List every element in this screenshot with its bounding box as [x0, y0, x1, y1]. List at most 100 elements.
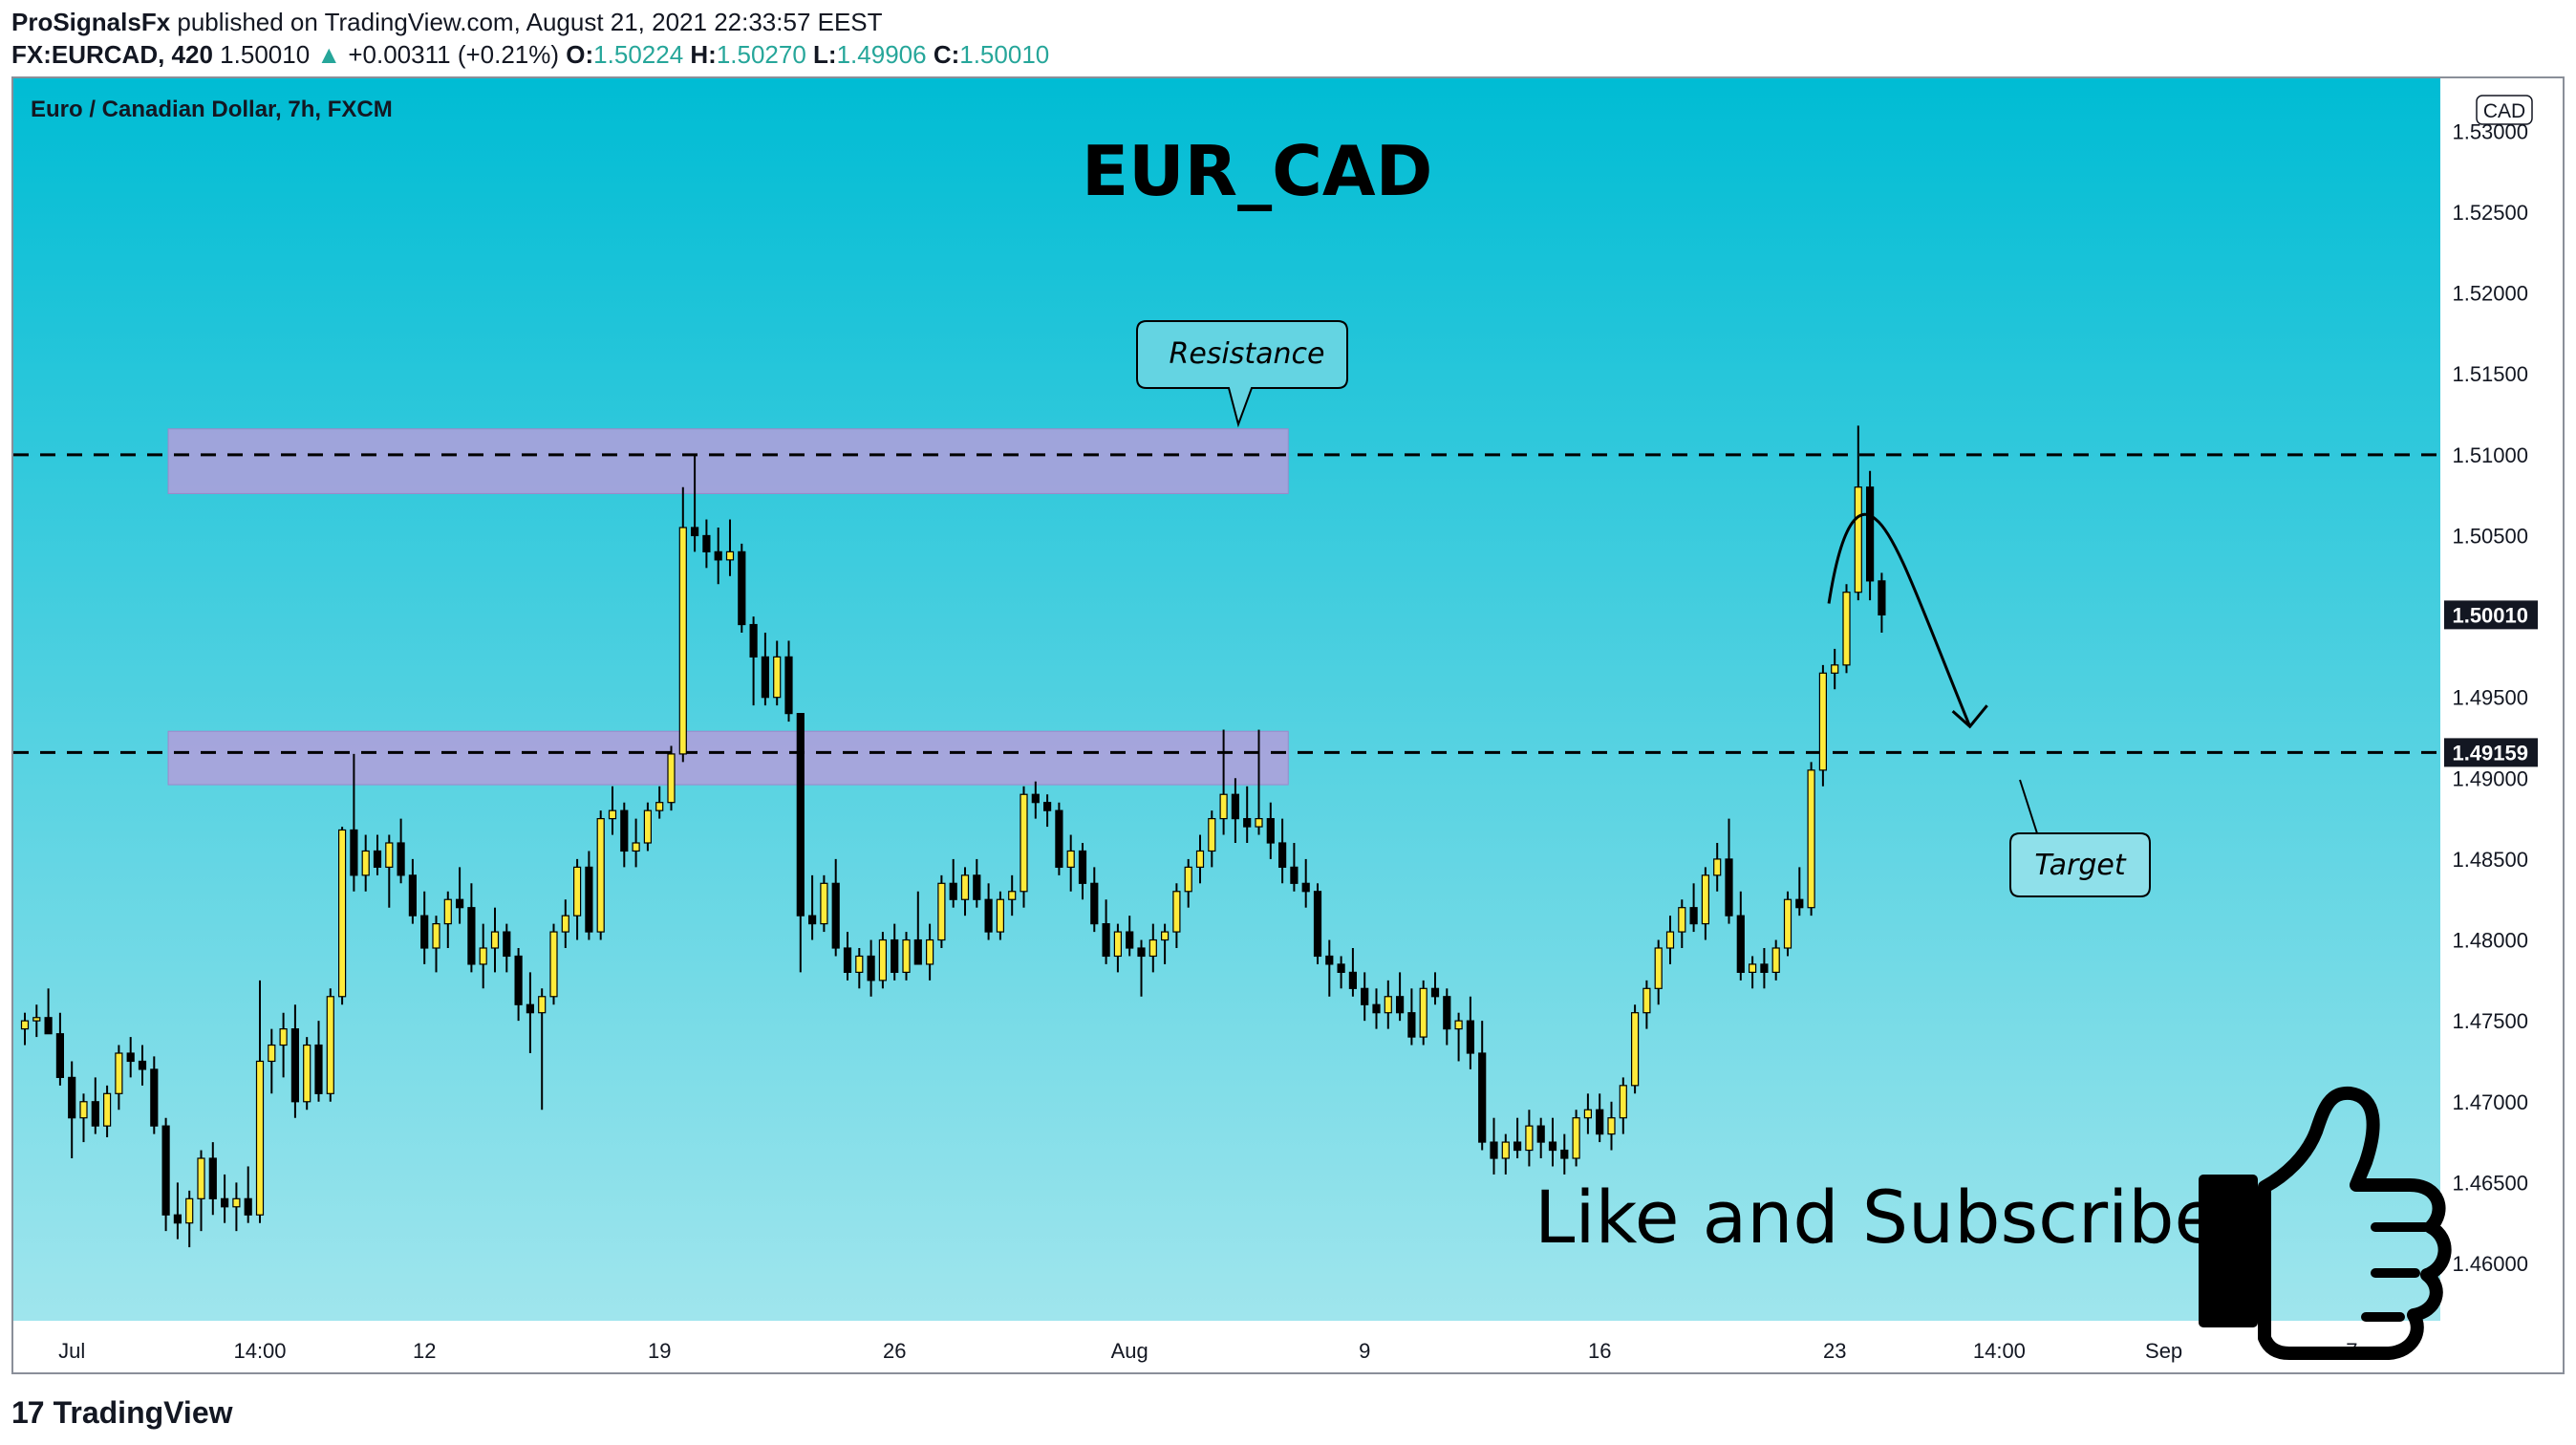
candle: [68, 1061, 76, 1158]
candle: [126, 1037, 135, 1078]
publisher-name[interactable]: ProSignalsFx: [11, 8, 171, 36]
candle: [1208, 810, 1216, 868]
candle: [984, 883, 993, 940]
candle: [255, 980, 265, 1223]
open-label: O:: [566, 40, 594, 69]
candle: [937, 874, 946, 948]
candle: [1102, 899, 1110, 964]
candle: [1865, 470, 1875, 601]
candle: [385, 834, 394, 908]
candle: [1748, 956, 1757, 989]
candle: [1725, 818, 1733, 924]
candle: [608, 786, 617, 835]
candle: [1525, 1110, 1534, 1167]
candle: [244, 1166, 252, 1223]
candle: [208, 1142, 217, 1216]
candle: [773, 640, 782, 706]
candle: [221, 1174, 229, 1223]
candle: [538, 988, 547, 1111]
x-tick-label: 9: [1359, 1339, 1370, 1363]
candle: [1760, 948, 1769, 989]
y-tick-label: 1.47000: [2452, 1090, 2528, 1114]
currency-badge-box[interactable]: [2476, 95, 2533, 125]
arrow-head-icon: [1951, 704, 1988, 729]
price-chart[interactable]: 1.53000 1.52500 1.52000 1.51500 1.51000 1.505…: [13, 78, 2563, 1372]
candle: [643, 802, 653, 852]
thumbs-up-icon: [2199, 1086, 2452, 1360]
candle: [503, 923, 511, 973]
current-price-tag: 1.50010: [2444, 600, 2538, 630]
candle: [1372, 988, 1381, 1029]
y-tick-label: 1.52000: [2452, 282, 2528, 306]
candle: [1478, 1021, 1487, 1151]
candle: [1443, 988, 1451, 1046]
candle: [1736, 891, 1745, 981]
candle: [1020, 786, 1028, 908]
y-tick-label: 1.53000: [2452, 119, 2528, 143]
candle: [1854, 425, 1862, 601]
chart-frame[interactable]: 1.53000 1.52500 1.52000 1.51500 1.51000 1.505…: [11, 76, 2565, 1374]
y-tick-label: 1.48000: [2452, 929, 2528, 953]
candle: [1560, 1133, 1569, 1175]
candle: [1042, 794, 1052, 828]
candle: [690, 454, 699, 552]
candle: [290, 1004, 299, 1118]
candle: [1795, 867, 1804, 917]
candle: [443, 891, 452, 948]
candle: [1008, 874, 1017, 917]
currency-badge[interactable]: CAD: [2483, 100, 2525, 122]
y-tick-label: 1.46500: [2452, 1171, 2528, 1195]
candle: [561, 899, 569, 948]
candle: [1184, 858, 1192, 908]
candle: [1713, 843, 1722, 892]
candle: [1172, 883, 1181, 948]
candle: [831, 858, 840, 957]
candle: [479, 923, 487, 989]
publish-header: ProSignalsFx published on TradingView.co…: [11, 8, 883, 37]
candle: [1536, 1117, 1545, 1158]
candle: [1301, 858, 1310, 908]
candle: [138, 1045, 147, 1086]
candle: [960, 867, 970, 917]
target-label: Target: [2034, 849, 2126, 882]
resistance-callout-box: [1136, 320, 1348, 428]
candle: [1384, 980, 1392, 1029]
price-change: +0.00311 (+0.21%): [348, 40, 560, 69]
candle: [1842, 584, 1851, 674]
candle: [91, 1077, 99, 1134]
instrument-label: Euro / Canadian Dollar, 7h, FXCM: [31, 97, 393, 122]
candle: [1055, 802, 1063, 875]
candle: [397, 818, 405, 884]
close-label: C:: [933, 40, 960, 69]
low-value: 1.49906: [836, 40, 927, 69]
candle: [807, 874, 817, 940]
high-label: H:: [690, 40, 717, 69]
candle: [338, 827, 347, 1005]
candle: [1466, 996, 1475, 1069]
candle: [1113, 923, 1123, 973]
candle: [490, 907, 500, 973]
candle: [1313, 883, 1322, 964]
candle: [1783, 891, 1792, 957]
candle: [1290, 843, 1299, 892]
y-tick-label: 1.50500: [2452, 524, 2528, 548]
low-label: L:: [813, 40, 837, 69]
x-tick-label: 12: [413, 1339, 436, 1363]
candle: [79, 1093, 88, 1143]
footer-brand[interactable]: 17 TradingView: [11, 1393, 233, 1432]
candle: [585, 851, 593, 940]
candle: [1607, 1101, 1616, 1151]
resistance-label: Resistance: [1169, 337, 1324, 371]
svg-text:1.49159: 1.49159: [2452, 741, 2528, 765]
candle: [725, 519, 735, 576]
candle: [150, 1056, 159, 1134]
candle: [925, 923, 934, 981]
y-tick-label: 1.48500: [2452, 848, 2528, 872]
candle: [303, 1037, 311, 1111]
candle: [55, 1012, 65, 1086]
y-tick-label: 1.47500: [2452, 1009, 2528, 1033]
candle: [549, 923, 558, 1005]
x-tick-label: 14:00: [233, 1339, 286, 1363]
candle: [973, 858, 981, 908]
up-triangle-icon: ▲: [316, 40, 342, 69]
